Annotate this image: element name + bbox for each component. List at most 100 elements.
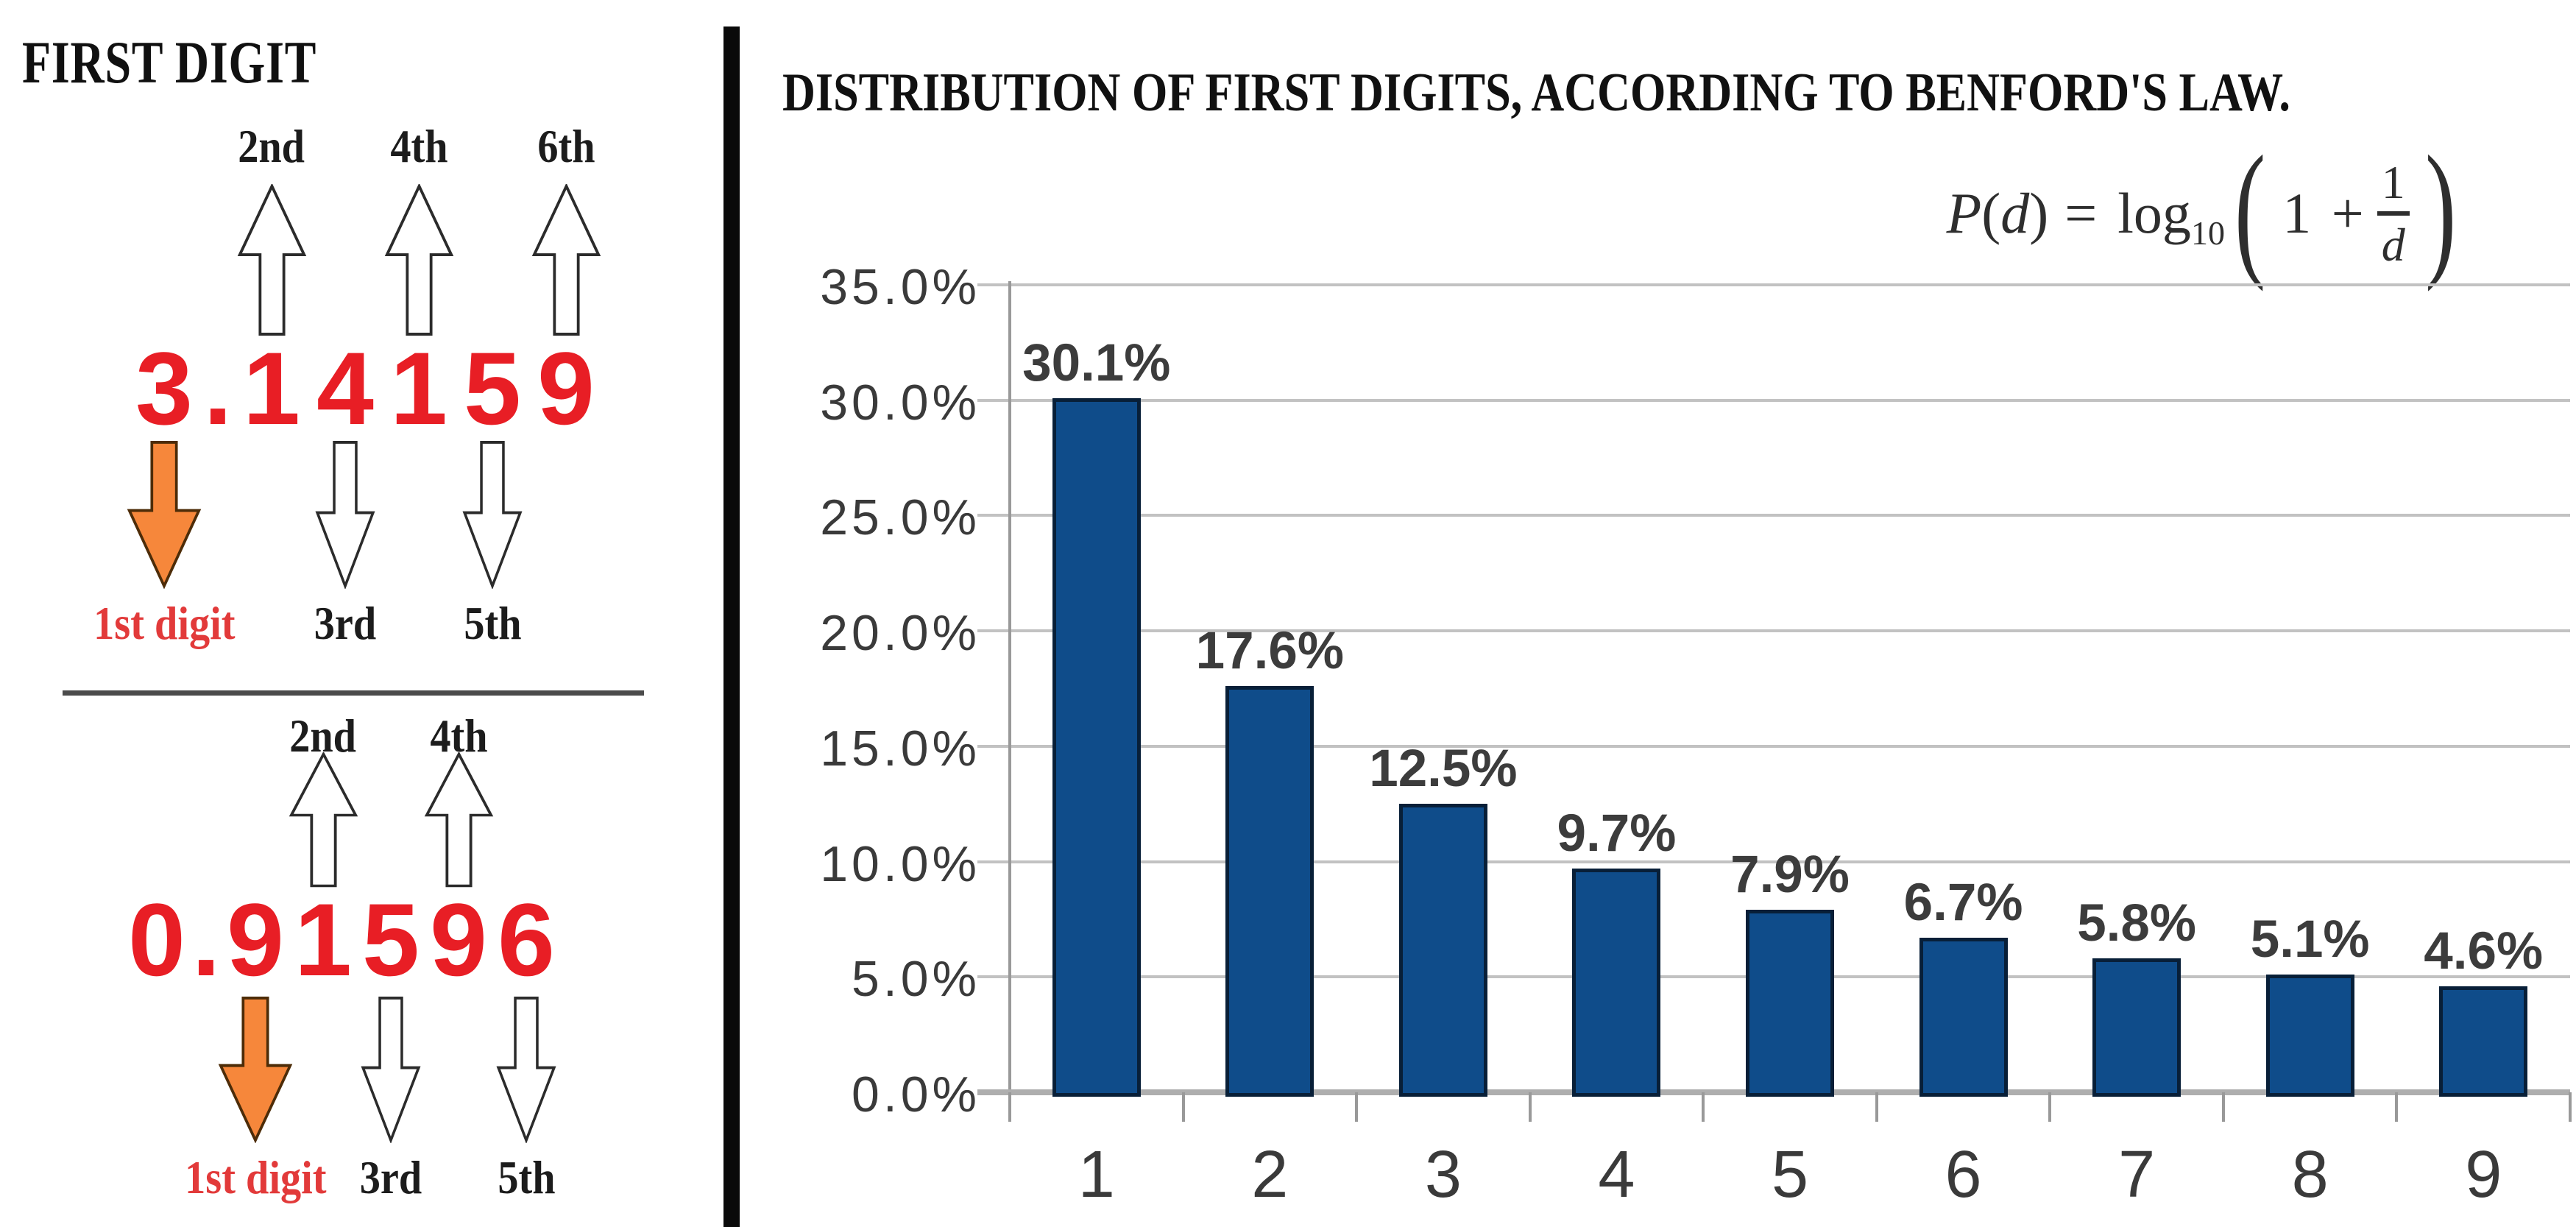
x-axis-category-label: 9 — [2465, 1138, 2502, 1212]
up-arrow — [424, 751, 494, 888]
y-axis-tick-label: 35.0% — [820, 259, 980, 315]
bar-value-label: 5.1% — [2250, 910, 2370, 969]
x-axis-tick — [2048, 1092, 2052, 1122]
bar-value-label: 4.6% — [2424, 922, 2544, 980]
y-gridline — [977, 744, 2570, 748]
first-digit-arrow — [218, 996, 293, 1144]
y-axis-line — [1008, 281, 1011, 1122]
chart-title: DISTRIBUTION OF FIRST DIGITS, ACCORDING … — [782, 63, 2290, 123]
y-axis-tick-label: 15.0% — [820, 720, 980, 777]
up-arrow — [384, 183, 454, 337]
x-axis-tick — [2569, 1092, 2572, 1122]
bar-value-label: 6.7% — [1903, 874, 2023, 932]
bar-digit-8 — [2265, 975, 2354, 1097]
up-arrows-row — [0, 751, 707, 888]
position-label-down: 5th — [463, 597, 522, 649]
position-label-up: 2nd — [238, 120, 305, 172]
position-label-down: 3rd — [359, 1151, 422, 1203]
example-pi: 2nd 4th 6th 3. 1 4 1 5 9 1st digit 3rd 5th — [0, 110, 707, 655]
formula-equals: = — [2064, 181, 2098, 245]
formula-fraction-denominator: d — [2381, 219, 2405, 271]
y-gridline — [977, 398, 2570, 402]
x-axis-tick — [1875, 1092, 1878, 1122]
digit-char: . — [203, 330, 233, 446]
down-arrow-icon — [462, 440, 523, 590]
bar-value-label: 9.7% — [1557, 804, 1677, 863]
x-axis-tick — [1181, 1092, 1185, 1122]
bar-digit-9 — [2439, 986, 2528, 1097]
position-label-down: 5th — [497, 1151, 556, 1203]
x-axis-category-label: 8 — [2291, 1138, 2329, 1212]
x-axis-category-label: 2 — [1251, 1138, 1289, 1212]
digit-char: 6 — [498, 882, 555, 997]
digit-char: 9 — [430, 882, 487, 997]
down-arrow — [494, 996, 559, 1145]
y-gridline — [977, 283, 2570, 286]
up-arrow — [237, 183, 307, 337]
formula-P: P — [1946, 181, 1982, 245]
formula-d: d — [2000, 181, 2030, 245]
first-digit-arrow-icon — [127, 440, 202, 590]
digit-char: 1 — [294, 882, 352, 997]
up-arrows-row — [0, 183, 707, 337]
left-panel-title: FIRST DIGIT — [22, 29, 317, 96]
up-arrow-icon — [531, 183, 601, 336]
x-axis-tick — [2395, 1092, 2399, 1122]
formula-lparen: ( — [1981, 181, 2001, 245]
digit-char: 3 — [135, 330, 193, 446]
up-arrow-icon — [289, 751, 358, 888]
x-axis-category-label: 7 — [2118, 1138, 2156, 1212]
digit-char: 1 — [243, 330, 300, 446]
up-arrow — [289, 751, 358, 888]
up-arrow-icon — [237, 183, 307, 336]
y-gridline — [977, 629, 2570, 633]
formula-big-lparen: ( — [2234, 124, 2266, 292]
digit-char: 9 — [537, 330, 595, 446]
bar-digit-5 — [1746, 910, 1834, 1097]
formula-log: log — [2117, 181, 2191, 245]
formula-rparen: ) — [2029, 181, 2049, 245]
first-digit-label: 1st digit — [184, 1151, 327, 1203]
bar-value-label: 12.5% — [1369, 740, 1518, 799]
digit-char: 5 — [362, 882, 420, 997]
first-digit-arrow-icon — [218, 996, 293, 1144]
x-axis-category-label: 3 — [1424, 1138, 1462, 1212]
position-label-up: 4th — [389, 120, 448, 172]
formula-fraction: 1 d — [2377, 158, 2410, 269]
bar-value-label: 30.1% — [1022, 333, 1171, 392]
formula-one-plus: 1 + — [2282, 181, 2367, 245]
bar-value-label: 7.9% — [1730, 846, 1850, 905]
y-axis-tick-label: 25.0% — [820, 489, 980, 546]
position-label-down: 3rd — [314, 597, 377, 649]
formula-fraction-bar — [2377, 211, 2410, 216]
digit-char: 0 — [128, 882, 185, 997]
digit-char: 1 — [390, 330, 447, 446]
x-axis-tick — [2221, 1092, 2225, 1122]
down-arrow-icon — [361, 996, 421, 1145]
first-digit-label: 1st digit — [93, 597, 236, 649]
y-gridline — [977, 514, 2570, 517]
x-axis-tick — [1008, 1092, 1011, 1122]
up-arrow-icon — [384, 183, 454, 336]
x-axis-tick — [1355, 1092, 1359, 1122]
down-arrow-icon — [315, 440, 375, 590]
y-axis-tick-label: 10.0% — [820, 835, 980, 892]
bar-value-label: 17.6% — [1195, 622, 1344, 681]
bar-digit-7 — [2092, 958, 2182, 1097]
bar-digit-2 — [1225, 686, 1314, 1097]
x-axis-category-label: 6 — [1945, 1138, 1982, 1212]
down-position-labels-row: 1st digit 3rd 5th — [0, 596, 707, 651]
x-axis-category-label: 1 — [1078, 1138, 1115, 1212]
up-arrow — [531, 183, 601, 337]
down-position-labels-row: 1st digit 3rd 5th — [0, 1150, 707, 1206]
y-axis-tick-label: 20.0% — [820, 605, 980, 662]
down-arrow — [358, 996, 423, 1145]
example-divider-line — [63, 690, 644, 696]
bar-value-label: 5.8% — [2077, 894, 2197, 953]
position-label-up: 6th — [537, 120, 595, 172]
bar-digit-3 — [1398, 804, 1487, 1097]
panel-divider — [723, 26, 740, 1227]
